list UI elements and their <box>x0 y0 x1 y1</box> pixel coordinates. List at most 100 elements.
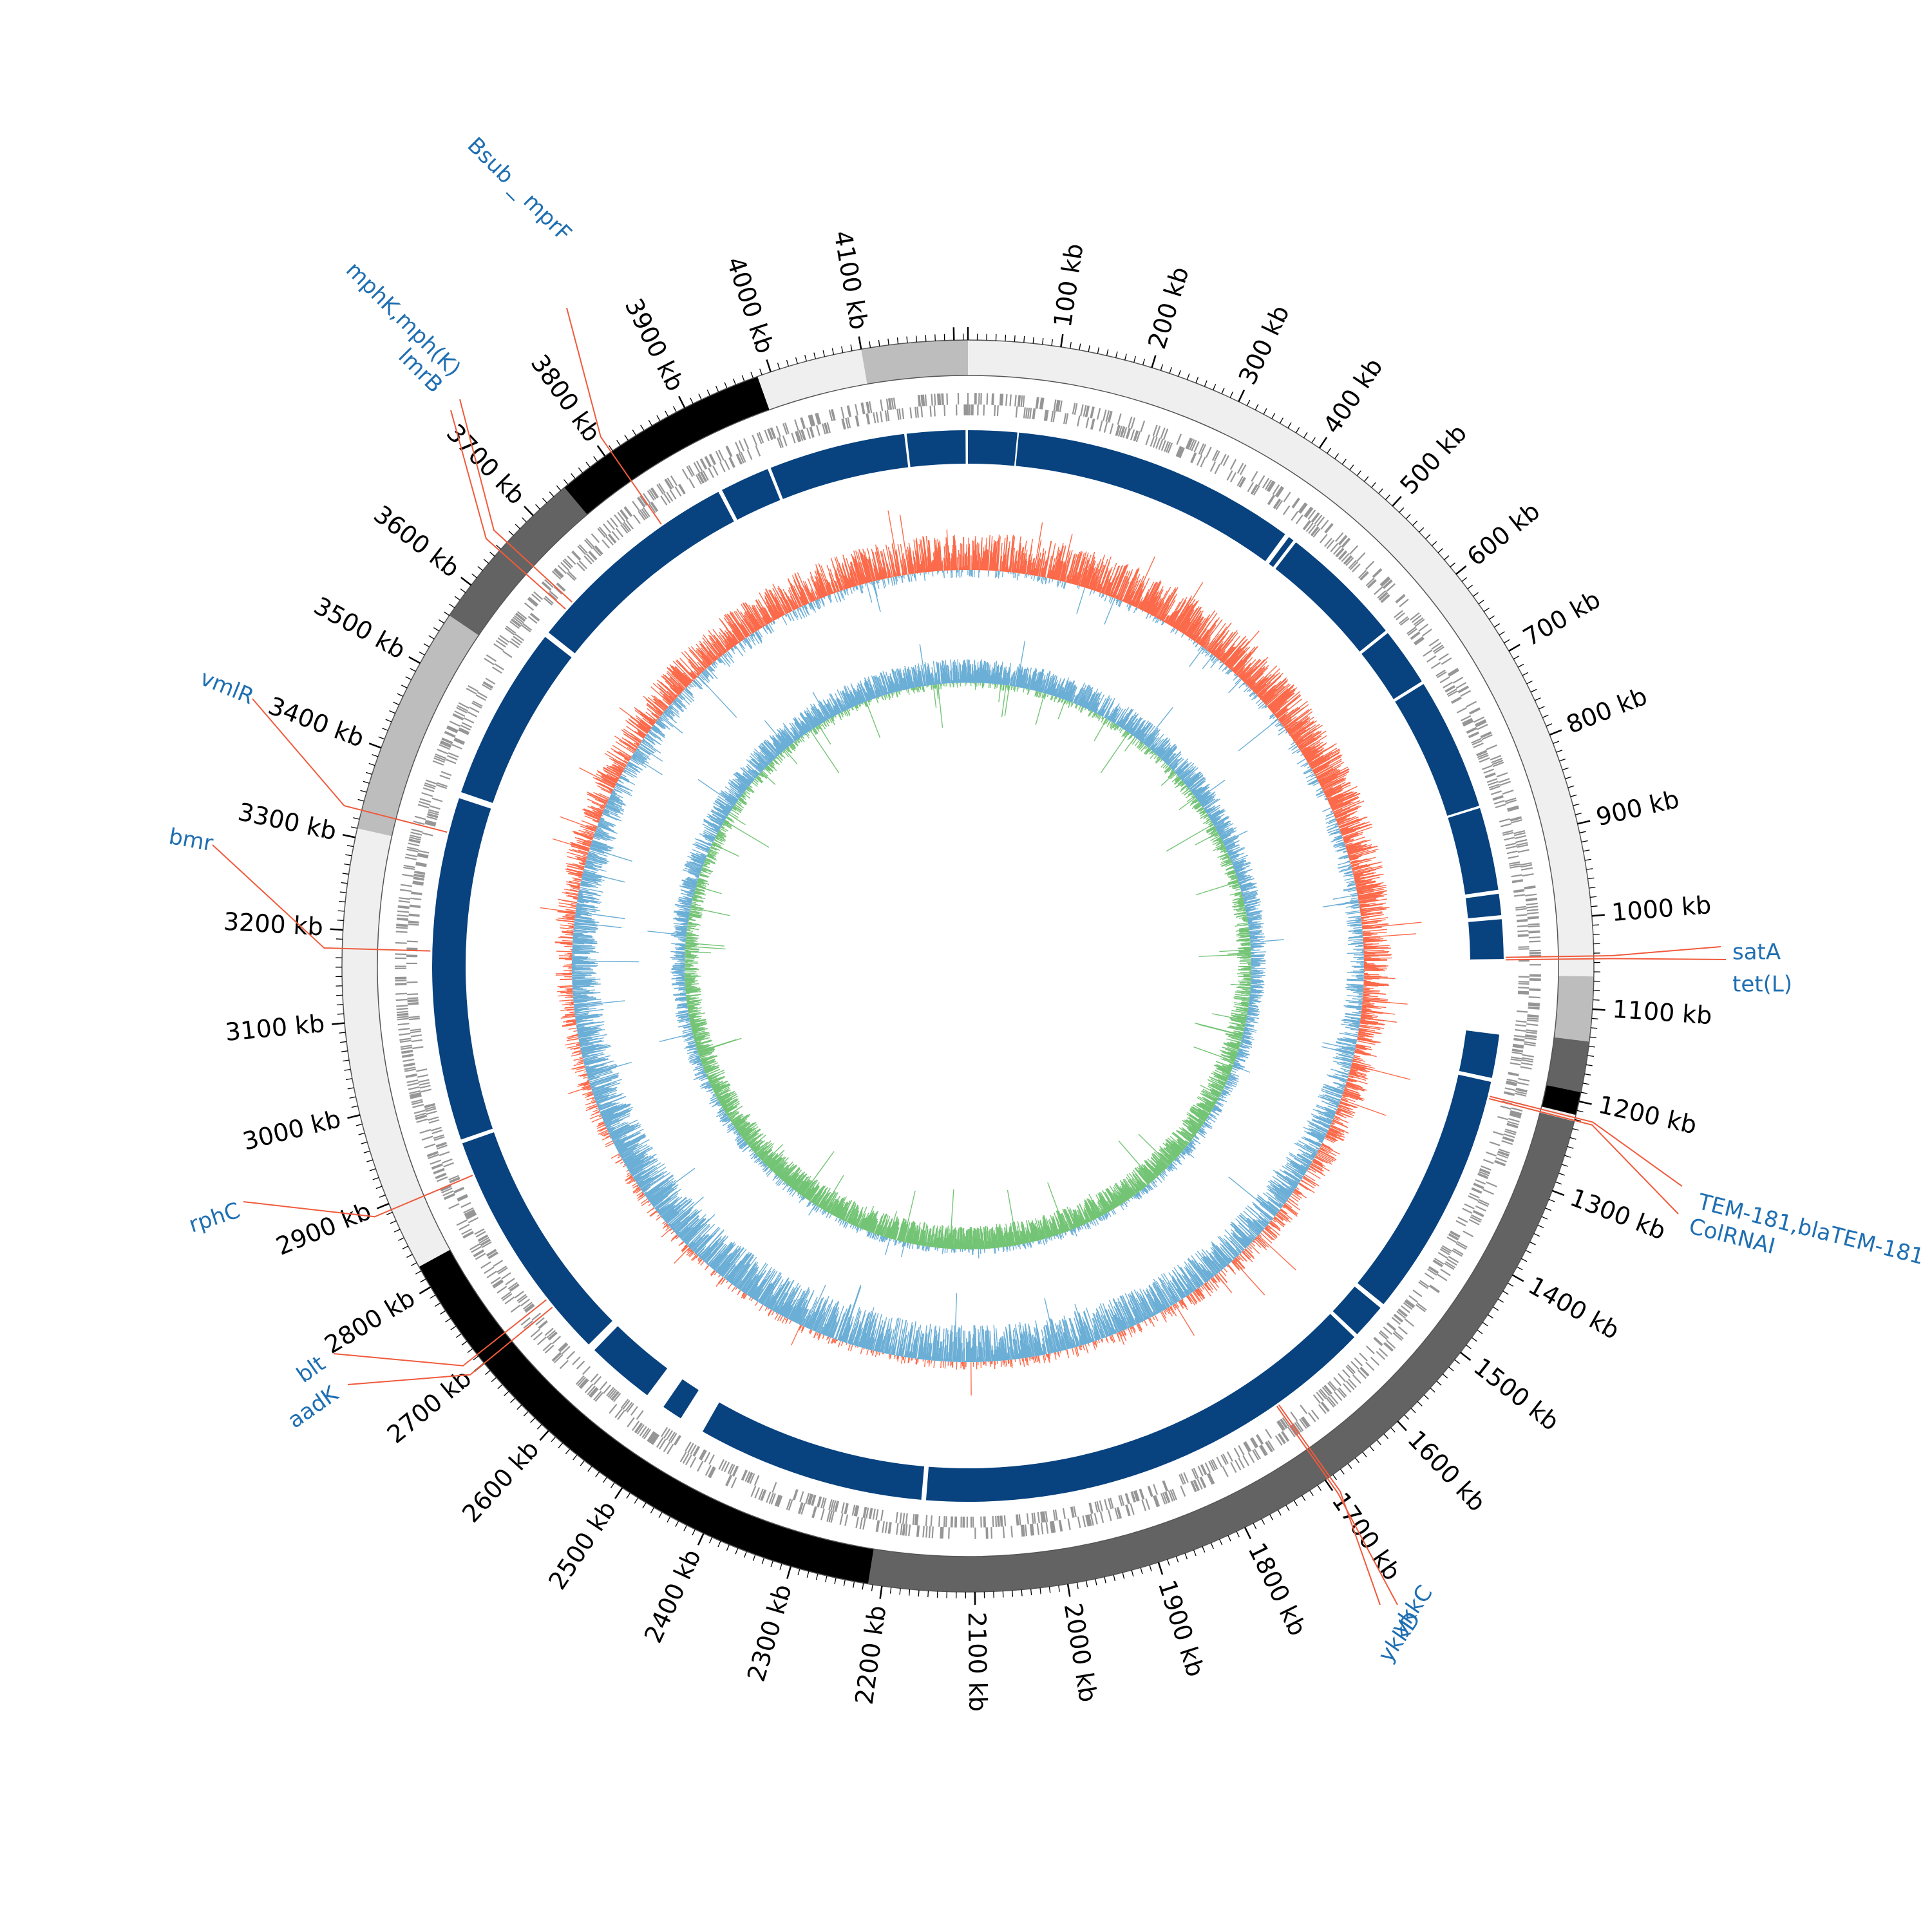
minor-tick <box>1564 1155 1571 1158</box>
major-tick <box>879 1586 883 1599</box>
minor-tick <box>381 727 388 731</box>
minor-tick <box>578 467 583 473</box>
minor-tick <box>853 1581 855 1588</box>
minor-tick <box>423 643 430 648</box>
minor-tick <box>435 1302 441 1307</box>
minor-tick <box>390 1220 397 1224</box>
minor-tick <box>759 368 762 375</box>
minor-tick <box>1186 373 1190 380</box>
minor-tick <box>708 1537 713 1544</box>
tick-label: 400 kb <box>1318 353 1388 439</box>
tick-label: 2700 kb <box>382 1364 477 1449</box>
minor-tick <box>430 1294 436 1299</box>
minor-tick <box>378 736 385 740</box>
annotation-leader-line <box>1489 1095 1683 1187</box>
tick-label: 1700 kb <box>1326 1488 1406 1586</box>
minor-tick <box>1369 1445 1374 1452</box>
major-tick <box>347 1114 361 1119</box>
tick-label: 1600 kb <box>1402 1425 1491 1517</box>
gc-skew-track <box>647 640 1284 1259</box>
minor-tick <box>850 344 853 351</box>
tick-label: 2100 kb <box>963 1612 992 1712</box>
minor-tick <box>1450 562 1455 567</box>
contig-block <box>861 340 968 384</box>
minor-tick <box>1492 1306 1499 1311</box>
minor-tick <box>1227 1535 1231 1542</box>
major-tick <box>1551 1189 1565 1197</box>
minor-tick <box>698 393 702 400</box>
minor-tick <box>692 1529 696 1536</box>
minor-tick <box>717 1540 721 1548</box>
minor-tick <box>1525 1249 1532 1254</box>
minor-tick <box>610 1482 615 1488</box>
major-tick <box>1549 729 1562 736</box>
annotation-leader-line <box>1276 1405 1398 1605</box>
minor-tick <box>825 1575 828 1582</box>
minor-tick <box>927 1591 929 1598</box>
minor-tick <box>1530 688 1537 693</box>
tick-label: 3800 kb <box>526 349 607 447</box>
tick-label: 1200 kb <box>1596 1090 1700 1139</box>
minor-tick <box>1349 464 1354 471</box>
minor-tick <box>1160 364 1164 371</box>
minor-tick <box>806 1571 810 1578</box>
minor-tick <box>551 1436 556 1443</box>
contig-block <box>1546 1037 1589 1093</box>
minor-tick <box>843 1579 846 1587</box>
minor-tick <box>461 1341 468 1346</box>
minor-tick <box>340 1041 347 1043</box>
minor-tick <box>1277 1510 1282 1516</box>
major-tick <box>330 928 343 931</box>
minor-tick <box>1341 459 1347 465</box>
major-tick <box>1157 1562 1164 1575</box>
minor-tick <box>887 338 889 345</box>
minor-tick <box>445 1318 451 1323</box>
minor-tick <box>1478 600 1484 605</box>
tick-label: 1300 kb <box>1566 1183 1669 1245</box>
blast-segment <box>594 1326 668 1396</box>
minor-tick <box>777 363 781 370</box>
tick-label: 200 kb <box>1142 263 1194 352</box>
minor-tick <box>1556 750 1563 753</box>
minor-tick <box>918 1589 920 1597</box>
minor-tick <box>1581 840 1588 843</box>
minor-tick <box>642 1502 647 1509</box>
minor-tick <box>1487 1314 1493 1319</box>
contig-block <box>757 349 867 410</box>
minor-tick <box>616 440 621 446</box>
minor-tick <box>1541 1216 1548 1220</box>
major-tick <box>1244 1527 1252 1540</box>
gene-label: vmlR <box>196 665 258 710</box>
minor-tick <box>349 1096 356 1099</box>
minor-tick <box>878 339 880 346</box>
minor-tick <box>1253 1522 1257 1530</box>
minor-tick <box>750 372 754 379</box>
minor-tick <box>634 1497 639 1504</box>
contig-block <box>357 615 479 837</box>
minor-tick <box>1202 1546 1206 1553</box>
minor-tick <box>343 863 350 866</box>
minor-tick <box>665 410 669 417</box>
annotation-leader-line <box>566 307 662 525</box>
major-tick <box>342 834 355 838</box>
minor-tick <box>350 826 357 829</box>
minor-tick <box>1584 1073 1591 1075</box>
minor-tick <box>1295 427 1300 433</box>
minor-tick <box>1497 1298 1504 1303</box>
minor-tick <box>571 473 576 479</box>
minor-tick <box>1577 1110 1584 1113</box>
major-tick <box>766 359 772 372</box>
minor-tick <box>1195 377 1199 383</box>
minor-tick <box>358 1132 365 1135</box>
minor-tick <box>1293 1500 1298 1506</box>
minor-tick <box>460 588 466 593</box>
tick-label: 500 kb <box>1394 419 1472 500</box>
minor-tick <box>471 573 477 578</box>
blast-segment <box>1465 893 1502 918</box>
minor-tick <box>346 845 354 848</box>
minor-tick <box>1590 896 1597 898</box>
minor-tick <box>1399 507 1405 513</box>
minor-tick <box>341 1050 348 1052</box>
minor-tick <box>454 596 460 601</box>
gc-skew-inner <box>684 683 1252 1250</box>
